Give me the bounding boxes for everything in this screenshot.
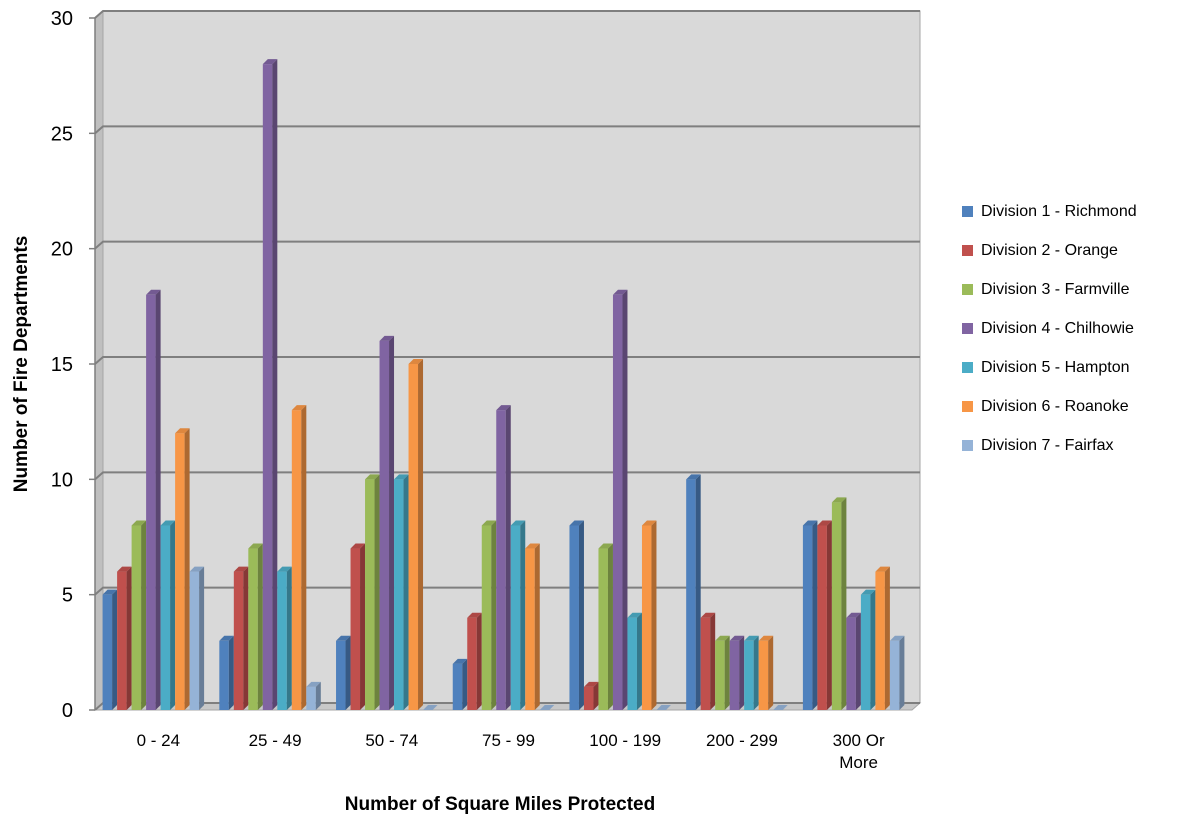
y-axis-ticks: 0 5 10 15 20 25 30: [51, 8, 96, 722]
legend-label: Division 4 - Chilhowie: [981, 319, 1134, 337]
bar: [627, 612, 642, 710]
bar: [598, 543, 613, 710]
bar: [175, 428, 190, 710]
y-tick-label: 20: [51, 239, 73, 261]
bar: [889, 635, 905, 710]
bar: [641, 520, 657, 710]
bar: [510, 520, 526, 710]
legend-swatch: [962, 206, 973, 217]
x-axis-labels: 0 - 24 25 - 49 50 - 74 75 - 99 100 - 199 200 …: [137, 731, 885, 772]
bar: [277, 566, 292, 710]
legend-swatch: [962, 401, 973, 412]
gridline: [94, 10, 920, 19]
legend-item: Division 3 - Farmville: [962, 270, 1182, 309]
legend: Division 1 - Richmond Division 2 - Orange…: [962, 192, 1182, 465]
bar: [802, 520, 818, 710]
bar: [452, 658, 468, 710]
bar: [160, 520, 176, 710]
legend-label: Division 1 - Richmond: [981, 202, 1137, 220]
bar: [817, 520, 832, 710]
gridline: [94, 471, 920, 481]
legend-label: Division 2 - Orange: [981, 241, 1118, 259]
x-tick-label: 25 - 49: [249, 731, 302, 750]
bar: [131, 520, 147, 710]
x-tick-label: 0 - 24: [137, 731, 180, 750]
bar: [846, 612, 861, 710]
bar: [656, 705, 671, 710]
bar: [408, 359, 424, 710]
bar: [539, 705, 555, 710]
legend-item: Division 7 - Fairfax: [962, 426, 1182, 465]
bar: [336, 635, 351, 710]
legend-item: Division 2 - Orange: [962, 231, 1182, 270]
bar: [569, 520, 584, 710]
bar: [496, 405, 511, 710]
bar: [350, 543, 366, 710]
legend-label: Division 7 - Fairfax: [981, 436, 1114, 454]
legend-item: Division 6 - Roanoke: [962, 387, 1182, 426]
bar: [612, 289, 628, 710]
bar: [525, 543, 540, 710]
x-tick-label: 75 - 99: [482, 731, 535, 750]
y-tick-label: 0: [62, 700, 73, 722]
bar: [219, 635, 234, 710]
bar: [423, 705, 438, 710]
y-axis-title: Number of Fire Departments: [11, 236, 32, 493]
bar: [102, 589, 118, 710]
legend-swatch: [962, 284, 973, 295]
bar: [744, 635, 759, 710]
legend-label: Division 5 - Hampton: [981, 358, 1130, 376]
x-tick-label: 300 Or: [833, 731, 885, 750]
bar: [773, 705, 788, 710]
legend-item: Division 5 - Hampton: [962, 348, 1182, 387]
legend-label: Division 6 - Roanoke: [981, 397, 1129, 415]
legend-swatch: [962, 323, 973, 334]
bar: [583, 681, 599, 710]
bar: [481, 520, 497, 710]
bar: [860, 589, 876, 710]
bar: [189, 566, 205, 710]
bar: [379, 335, 395, 710]
bar: [467, 612, 482, 710]
x-tick-label: 50 - 74: [365, 731, 418, 750]
y-tick-label: 5: [62, 585, 73, 607]
bar: [700, 612, 716, 710]
bar: [831, 497, 847, 710]
y-tick-label: 30: [51, 8, 73, 30]
legend-swatch: [962, 440, 973, 451]
x-axis-title: Number of Square Miles Protected: [345, 794, 655, 815]
bar: [715, 635, 730, 710]
legend-swatch: [962, 245, 973, 256]
bar: [394, 474, 409, 710]
bar: [248, 543, 263, 710]
bar: [306, 681, 321, 710]
gridline: [94, 240, 920, 250]
y-tick-label: 15: [51, 354, 73, 376]
bar: [117, 566, 132, 710]
y-tick-label: 25: [51, 123, 73, 145]
x-tick-label: 100 - 199: [589, 731, 661, 750]
bar: [729, 635, 745, 710]
bar: [233, 566, 249, 710]
bar: [291, 405, 307, 710]
bar: [262, 59, 278, 711]
bar: [875, 566, 890, 710]
legend-item: Division 1 - Richmond: [962, 192, 1182, 231]
gridline: [94, 125, 920, 135]
x-tick-label: More: [839, 753, 878, 772]
legend-item: Division 4 - Chilhowie: [962, 309, 1182, 348]
x-tick-label: 200 - 299: [706, 731, 778, 750]
bar: [146, 289, 161, 710]
gridline: [94, 356, 920, 365]
legend-label: Division 3 - Farmville: [981, 280, 1130, 298]
bar: [686, 474, 701, 710]
bars: [102, 59, 905, 711]
bar: [758, 635, 774, 710]
bar: [365, 474, 380, 710]
y-tick-label: 10: [51, 469, 73, 491]
legend-swatch: [962, 362, 973, 373]
